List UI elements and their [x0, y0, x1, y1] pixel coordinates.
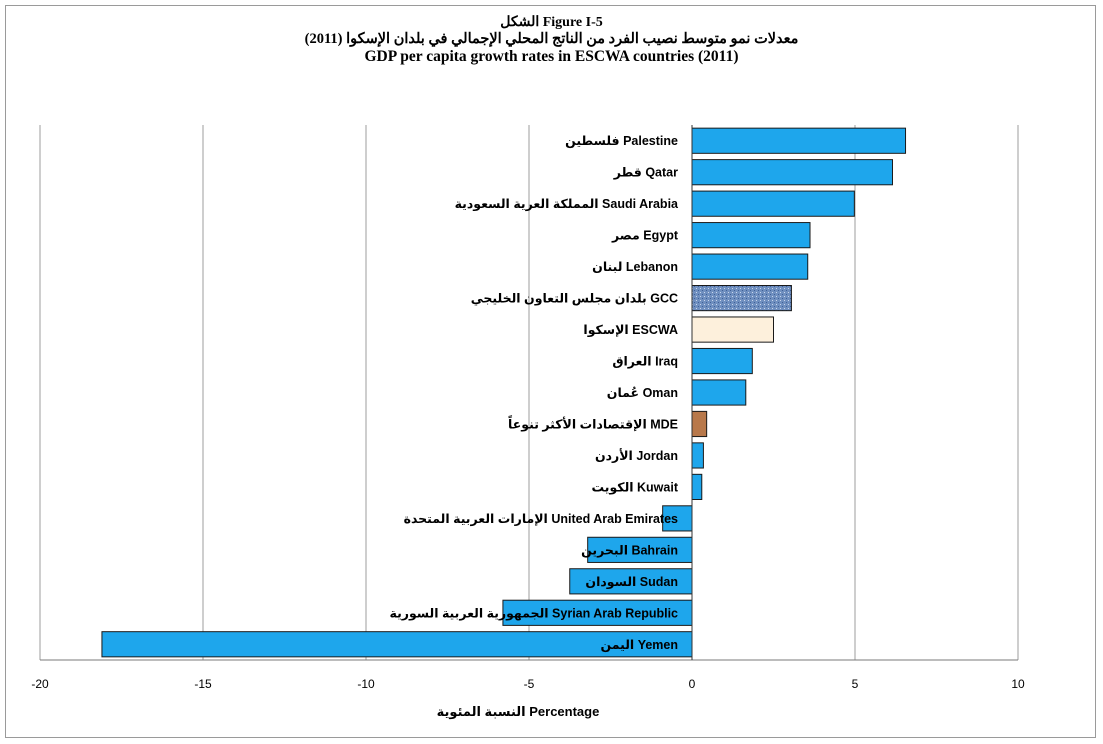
bar-label-10: الأردن Jordan [595, 448, 678, 463]
bar-8 [691, 379, 747, 406]
bar-15 [502, 599, 693, 626]
chart-title: الشكل Figure I-5 معدلات نمو متوسط نصيب ا… [0, 14, 1103, 65]
bar-label-13: البحرين Bahrain [581, 543, 678, 557]
bar-label-6: الإسكوا ESCWA [583, 323, 678, 337]
bar-label-15: الجمهورية العربية السورية Syrian Arab Re… [389, 606, 678, 620]
title-line-3: GDP per capita growth rates in ESCWA cou… [364, 48, 739, 65]
bar-label-0: فلسطين Palestine [565, 134, 678, 148]
bar-0 [691, 127, 907, 154]
bar-14 [569, 568, 693, 595]
bar-label-7: العراق Iraq [612, 355, 678, 369]
bar-label-5: بلدان مجلس التعاون الخليجي GCC [471, 292, 678, 306]
bar-label-8: عُمان Oman [607, 386, 678, 400]
x-tick-label-6: 10 [1011, 677, 1025, 691]
title-line-2: معدلات نمو متوسط نصيب الفرد من الناتج ال… [304, 31, 799, 47]
x-tick-label-2: -10 [357, 677, 375, 691]
bar-2 [691, 190, 855, 217]
title-line-1: الشكل Figure I-5 [500, 15, 603, 30]
x-tick-label-4: 0 [689, 677, 696, 691]
bar-label-3: مصر Egypt [611, 229, 679, 243]
x-tick-label-3: -5 [524, 677, 535, 691]
bar-5 [691, 285, 792, 312]
x-tick-label-0: -20 [31, 677, 49, 691]
bar-label-16: اليمن Yemen [601, 638, 679, 652]
bar-6 [691, 316, 774, 343]
bar-7 [691, 347, 753, 375]
bar-1 [691, 159, 893, 186]
x-tick-label-5: 5 [852, 677, 859, 691]
bar-label-9: الإقتصادات الأكثر تنوعاً MDE [508, 415, 678, 432]
bar-label-4: لبنان Lebanon [592, 260, 678, 274]
bar-label-2: المملكة العرية السعودية Saudi Arabia [455, 197, 679, 211]
bar-label-1: قطر Qatar [613, 166, 678, 180]
bar-16 [101, 631, 693, 658]
bar-4 [691, 253, 809, 280]
x-axis-title: النسبة المئوية Percentage [437, 704, 600, 719]
bar-11 [691, 473, 703, 500]
bar-label-11: الكويت Kuwait [592, 480, 679, 494]
bar-9 [691, 410, 708, 438]
bar-label-12: الإمارات العربية المتحدة United Arab Emi… [404, 512, 678, 526]
bar-3 [691, 222, 811, 249]
bar-10 [691, 442, 704, 469]
bar-label-14: السودان Sudan [585, 575, 678, 589]
x-tick-label-1: -15 [194, 677, 212, 691]
